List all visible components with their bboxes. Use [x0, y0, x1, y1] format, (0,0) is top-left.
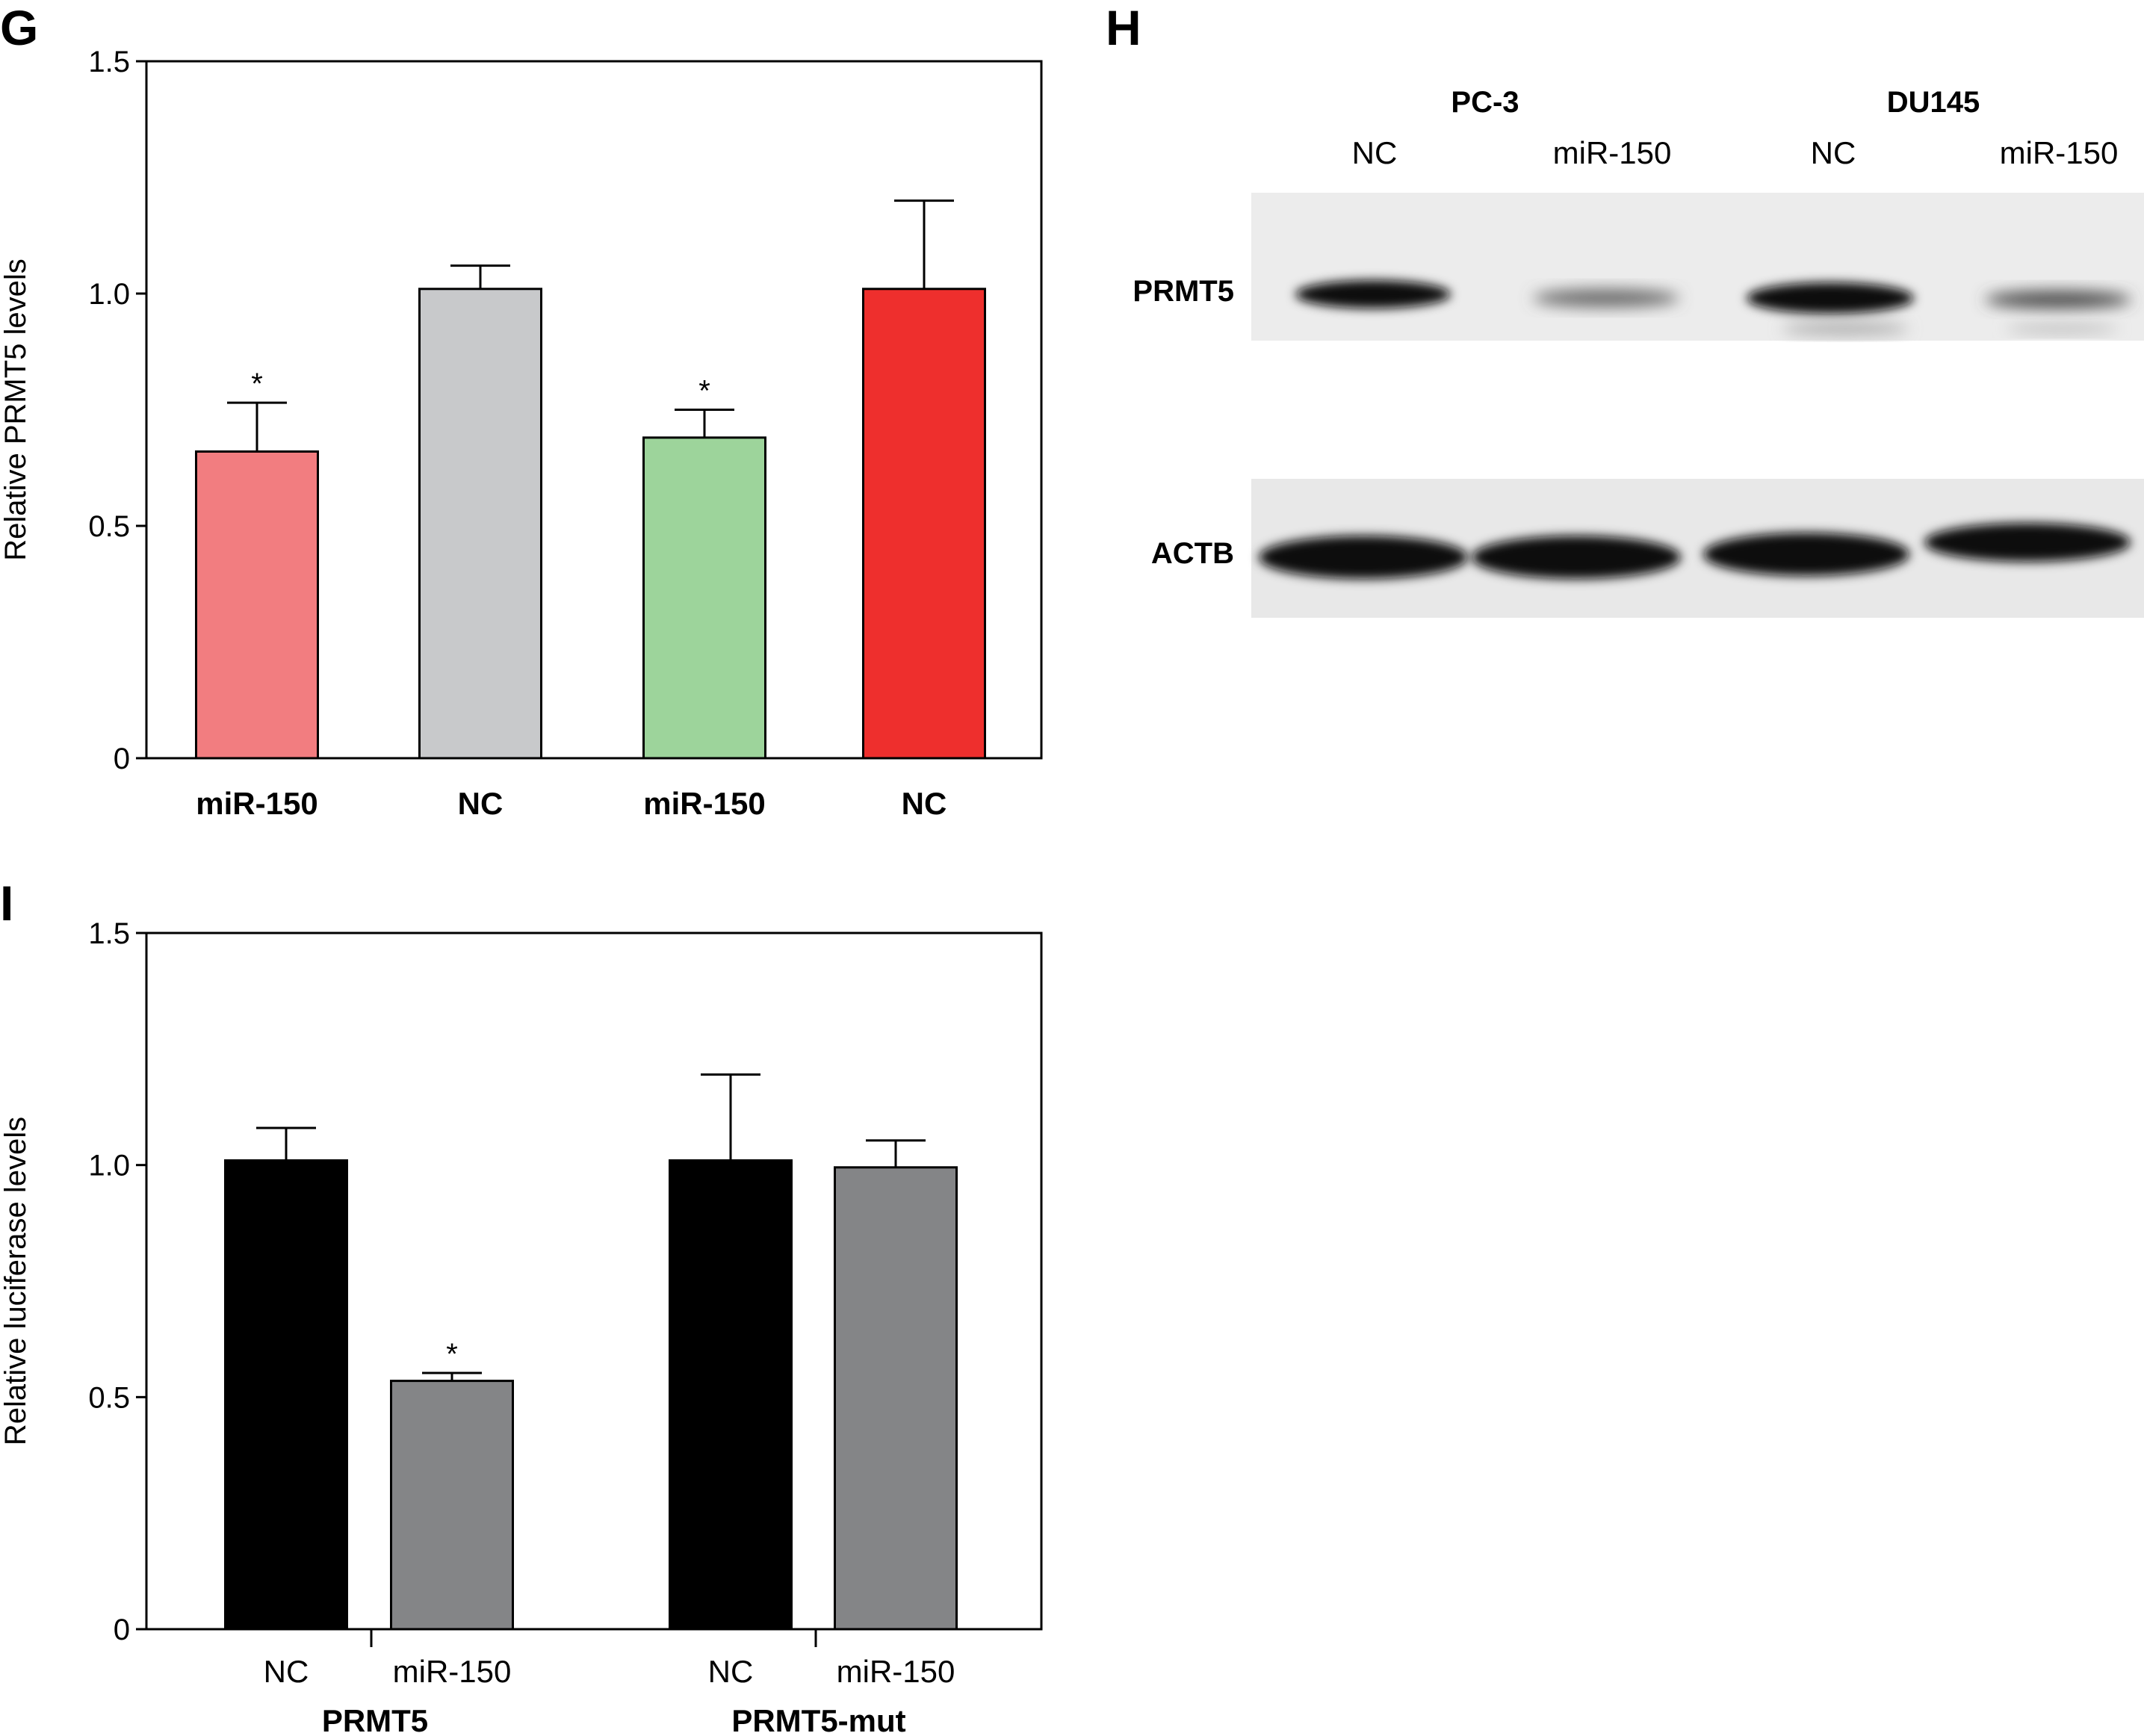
y-axis-label: Relative PRMT5 levels	[0, 258, 32, 561]
y-tick-label: 0.5	[88, 1381, 130, 1414]
blot-band	[1533, 289, 1679, 307]
plot-frame	[145, 931, 1043, 1631]
x-tick-label: NC	[264, 1654, 309, 1689]
panel-label-g: G	[0, 0, 38, 55]
x-tick-label: miR-150	[393, 1654, 512, 1689]
y-tick-label: 1.5	[88, 917, 130, 950]
y-tick-label: 1.0	[88, 278, 130, 311]
bar	[195, 450, 319, 760]
bar	[834, 1166, 958, 1631]
y-tick-label: 0	[114, 1613, 130, 1646]
bar	[642, 436, 766, 760]
blot-row-label-prmt5: PRMT5	[1133, 275, 1234, 308]
bar	[862, 288, 986, 760]
significance-marker: *	[446, 1338, 458, 1371]
x-group-label: PRMT5-mut	[731, 1703, 905, 1736]
blot-band	[1295, 280, 1451, 309]
blot-band-faint	[1782, 323, 1909, 335]
blot-bands-actb	[1259, 523, 2131, 579]
blot-bands-prmt5	[1295, 280, 2131, 335]
blot-lane-label: NC	[1811, 135, 1856, 170]
blot-band	[1703, 533, 1909, 576]
blot-group-label-pc3: PC-3	[1451, 86, 1519, 119]
y-axis-label: Relative luciferase levels	[0, 1117, 32, 1445]
blot-band	[1924, 523, 2131, 562]
x-tick-label: NC	[458, 786, 504, 821]
y-tick-label: 0.5	[88, 510, 130, 543]
blot-lane-label: miR-150	[1553, 135, 1672, 170]
chart-i: 0 0.5 1.0 1.5 Relative luciferase levels NC * m…	[0, 917, 1043, 1736]
blot-band	[1259, 536, 1468, 579]
bar	[418, 288, 542, 760]
chart-g: 0 0.5 1.0 1.5 Relative PRMT5 levels * miR-150 N…	[0, 46, 1043, 821]
x-tick-label: miR-150	[643, 786, 765, 821]
panel-label-h: H	[1106, 0, 1141, 55]
blot-lane-label: miR-150	[2000, 135, 2119, 170]
bar	[669, 1159, 793, 1631]
blot-lane-label: NC	[1352, 135, 1398, 170]
x-tick-label: miR-150	[196, 786, 317, 821]
western-blot: PC-3 DU145 NC miR-150 NC miR-150 PRMT5 A…	[1133, 86, 2144, 618]
blot-band-faint	[2006, 324, 2118, 333]
blot-band	[1985, 291, 2131, 309]
significance-marker: *	[251, 368, 263, 400]
blot-band	[1747, 282, 1914, 314]
panel-label-i: I	[0, 875, 13, 931]
significance-marker: *	[698, 375, 710, 408]
x-group-label: PRMT5	[322, 1703, 428, 1736]
y-tick-label: 1.5	[88, 46, 130, 78]
plot-frame	[145, 60, 1043, 760]
y-tick-label: 0	[114, 743, 130, 775]
bar	[224, 1159, 348, 1631]
x-tick-label: miR-150	[837, 1654, 955, 1689]
blot-band	[1472, 536, 1681, 579]
blot-group-label-du145: DU145	[1887, 86, 1980, 119]
x-tick-label: NC	[708, 1654, 754, 1689]
y-tick-label: 1.0	[88, 1150, 130, 1182]
x-tick-label: NC	[902, 786, 947, 821]
blot-membrane-prmt5	[1251, 193, 2144, 341]
blot-row-label-actb: ACTB	[1151, 537, 1234, 570]
bar	[390, 1380, 514, 1631]
